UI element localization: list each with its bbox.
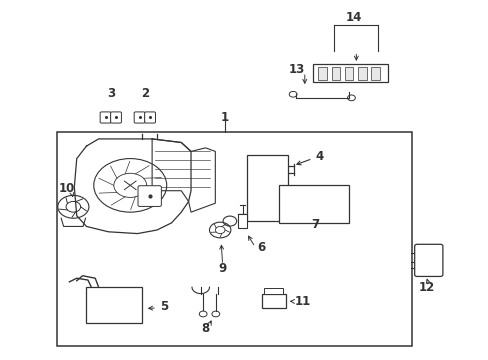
Text: 12: 12 [418, 281, 434, 294]
Text: 3: 3 [106, 87, 115, 100]
Text: 5: 5 [160, 300, 168, 313]
Bar [370, 67, 379, 80]
Text: 14: 14 [345, 11, 361, 24]
Bar [261, 294, 285, 308]
Text: 13: 13 [288, 63, 304, 76]
Text: 10: 10 [59, 183, 75, 195]
FancyBboxPatch shape [134, 112, 144, 123]
Text: 1: 1 [221, 111, 229, 124]
Text: 11: 11 [294, 295, 310, 308]
Bar [264, 288, 283, 294]
Bar [57, 132, 411, 346]
FancyBboxPatch shape [414, 244, 442, 276]
Text: 8: 8 [201, 322, 209, 335]
Text: 2: 2 [141, 87, 148, 100]
Bar [344, 67, 353, 80]
Text: 7: 7 [310, 218, 318, 231]
Text: 6: 6 [257, 240, 265, 254]
Bar [86, 287, 142, 323]
Bar [238, 214, 246, 228]
Text: 4: 4 [315, 150, 324, 163]
Bar [331, 67, 340, 80]
Bar [312, 64, 387, 82]
Bar [357, 67, 366, 80]
FancyBboxPatch shape [100, 112, 111, 123]
FancyBboxPatch shape [138, 186, 161, 206]
Bar [246, 155, 287, 221]
Bar [318, 67, 326, 80]
FancyBboxPatch shape [110, 112, 121, 123]
Text: 9: 9 [218, 262, 226, 275]
FancyBboxPatch shape [144, 112, 155, 123]
Bar [278, 185, 348, 223]
